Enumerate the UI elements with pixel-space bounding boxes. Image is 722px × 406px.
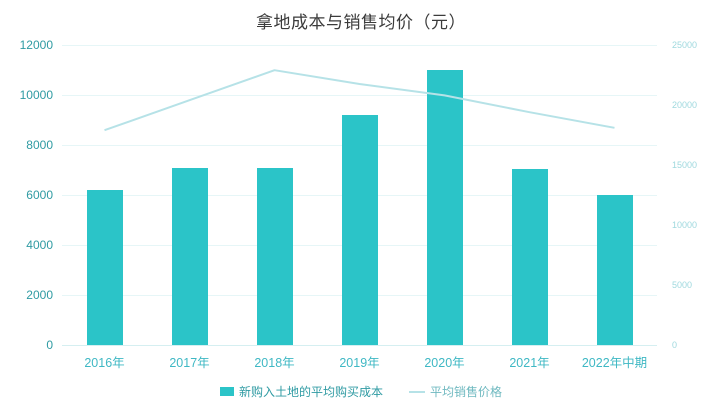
legend-bar-swatch-icon <box>219 387 234 396</box>
right-axis-tick-5000: 5000 <box>672 280 693 290</box>
left-axis-tick-12000: 12000 <box>19 38 53 52</box>
left-axis-tick-6000: 6000 <box>26 188 53 202</box>
bar-2022年中期[interactable] <box>596 195 633 345</box>
right-axis-tick-20000: 20000 <box>672 100 698 110</box>
left-axis-tick-10000: 10000 <box>19 88 53 102</box>
left-axis-tick-2000: 2000 <box>26 288 53 302</box>
bar-2020年[interactable] <box>426 70 463 345</box>
legend-item-line[interactable]: 平均销售价格 <box>409 383 502 400</box>
chart-legend: 新购入土地的平均购买成本 平均销售价格 <box>0 383 722 400</box>
bar-2018年[interactable] <box>256 167 293 345</box>
x-axis-label-2016年: 2016年 <box>84 356 125 370</box>
bar-2021年[interactable] <box>511 168 548 345</box>
right-axis-tick-25000: 25000 <box>672 40 698 50</box>
bar-2016年[interactable] <box>86 190 123 345</box>
left-axis-tick-4000: 4000 <box>26 238 53 252</box>
right-axis-tick-0: 0 <box>672 340 678 350</box>
legend-line-swatch-icon <box>409 390 425 393</box>
x-axis-label-2019年: 2019年 <box>339 356 380 370</box>
chart-title: 拿地成本与销售均价（元） <box>256 13 466 32</box>
x-axis-label-2021年: 2021年 <box>509 356 550 370</box>
right-axis-tick-15000: 15000 <box>672 160 698 170</box>
gridline <box>62 345 657 346</box>
legend-bar-label: 新购入土地的平均购买成本 <box>238 385 383 399</box>
x-axis-label-2022年中期: 2022年中期 <box>581 356 648 370</box>
legend-line-label: 平均销售价格 <box>430 385 503 399</box>
gridline <box>62 95 657 96</box>
x-axis-label-2018年: 2018年 <box>254 356 295 370</box>
bar-2017年[interactable] <box>171 167 208 345</box>
x-axis-label-2017年: 2017年 <box>169 356 210 370</box>
legend-item-bar[interactable]: 新购入土地的平均购买成本 <box>219 383 383 400</box>
left-axis-tick-0: 0 <box>46 338 53 352</box>
gridline <box>62 45 657 46</box>
left-axis-tick-8000: 8000 <box>26 138 53 152</box>
x-axis-label-2020年: 2020年 <box>424 356 465 370</box>
plot-area <box>62 45 657 346</box>
bar-2019年[interactable] <box>341 115 378 345</box>
right-axis-tick-10000: 10000 <box>672 220 698 230</box>
